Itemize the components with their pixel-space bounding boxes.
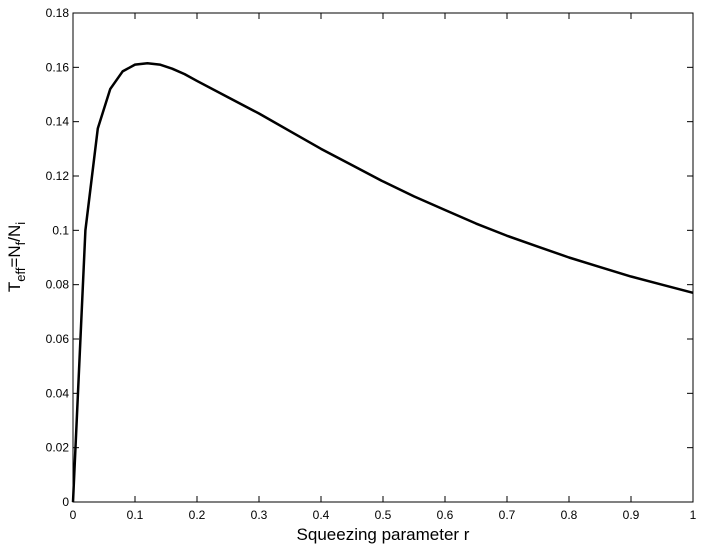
y-tick-label: 0.06: [46, 332, 70, 346]
x-tick-label: 0.2: [189, 508, 206, 522]
x-tick-label: 0.6: [437, 508, 454, 522]
plot-frame: [72, 12, 694, 503]
y-tick-label: 0.08: [46, 278, 70, 292]
y-label-subscript: f: [13, 241, 28, 245]
y-tick-label: 0.16: [46, 60, 70, 74]
y-tick-label: 0.1: [52, 223, 69, 237]
x-tick-label: 0.9: [623, 508, 640, 522]
y-label-subscript: i: [13, 222, 28, 225]
y-label-part: =N: [5, 245, 24, 267]
y-tick-label: 0.02: [46, 441, 70, 455]
x-tick-label: 0.3: [251, 508, 268, 522]
x-tick-label: 0.8: [561, 508, 578, 522]
x-tick-label: 0.1: [127, 508, 144, 522]
y-tick-label: 0.12: [46, 169, 70, 183]
y-tick-label: 0.14: [46, 115, 70, 129]
x-tick-label: 1: [690, 508, 697, 522]
data-line: [71, 62, 694, 503]
y-tick-label: 0: [62, 495, 69, 509]
y-tick-label: 0.04: [46, 386, 70, 400]
y-axis-label: Teff=Nf/Ni: [5, 222, 28, 292]
x-tick-label: 0.7: [499, 508, 516, 522]
y-tick-label: 0.18: [46, 6, 70, 20]
x-tick-label: 0.4: [313, 508, 330, 522]
x-tick-label: 0: [70, 508, 77, 522]
y-label-part: /N: [5, 225, 24, 242]
x-tick-label: 0.5: [375, 508, 392, 522]
x-axis-label: Squeezing parameter r: [297, 525, 470, 544]
y-label-part: T: [5, 282, 24, 292]
y-label-subscript: eff: [13, 267, 28, 282]
